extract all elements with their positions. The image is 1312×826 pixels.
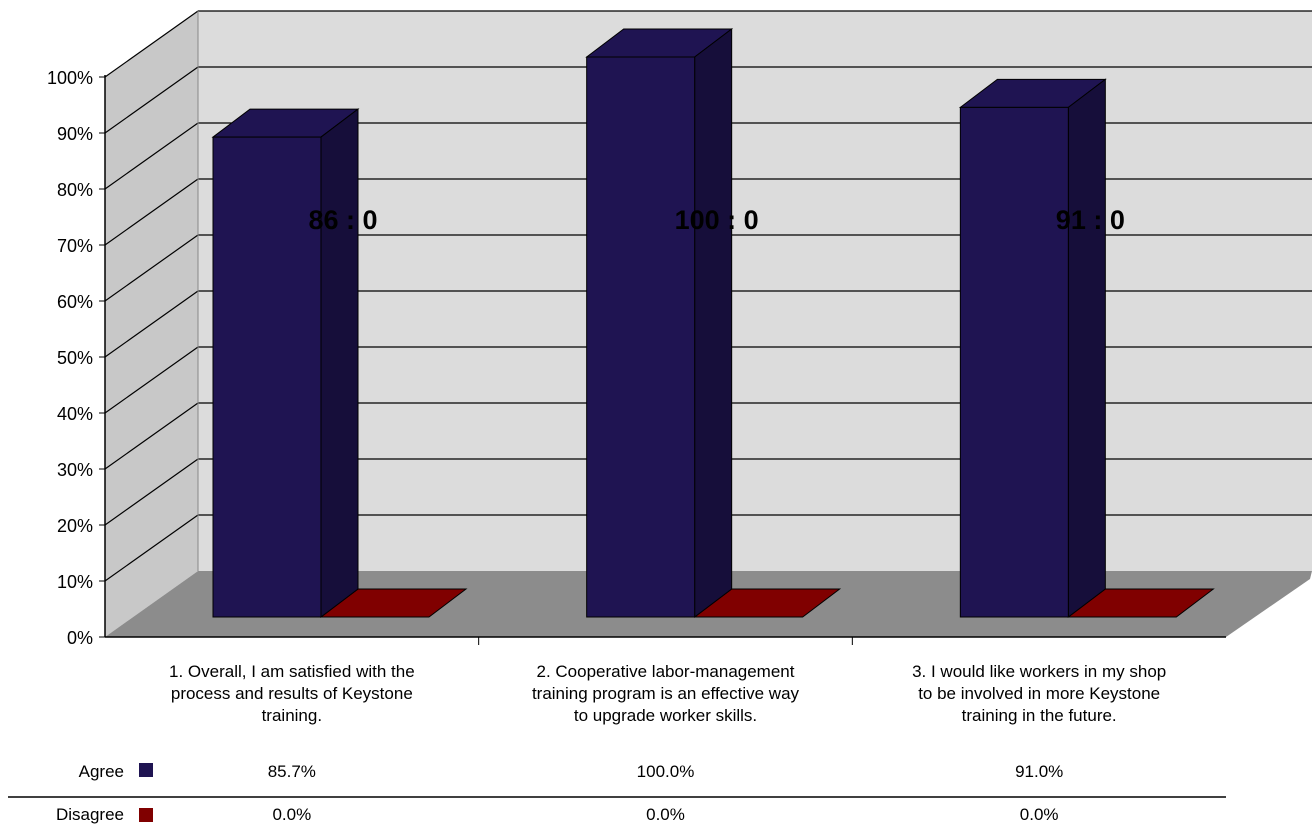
category-label-0-1: process and results of Keystone [171,684,413,703]
y-tick-label: 80% [57,180,93,200]
bar-agree-2 [959,106,1069,618]
table-agree-0: 85.7% [268,762,316,781]
category-label-1-1: training program is an effective way [532,684,800,703]
gridline-side [104,290,199,358]
gridline-side [104,66,199,134]
bar-agree-2-side [1067,78,1106,619]
category-label-1-2: to upgrade worker skills. [574,706,757,725]
gridline-side [104,178,199,246]
gridline-side [104,10,199,78]
category-label-1-0: 2. Cooperative labor-management [537,662,795,681]
bar-agree-1-side [694,27,733,619]
legend-agree-label: Agree [79,762,124,781]
table-disagree-2: 0.0% [1020,805,1059,824]
y-tick-label: 90% [57,124,93,144]
y-tick-label: 40% [57,404,93,424]
table-agree-2: 91.0% [1015,762,1063,781]
annotation-0: 86 : 0 [308,205,377,235]
annotation-2: 91 : 0 [1056,205,1125,235]
table-agree-1: 100.0% [637,762,695,781]
legend-agree-swatch [139,763,153,777]
legend-disagree-swatch [139,808,153,822]
gridline-side [104,458,199,526]
y-tick-label: 30% [57,460,93,480]
gridline-side [104,514,199,582]
gridline-side [104,234,199,302]
y-tick-label: 70% [57,236,93,256]
y-tick-label: 20% [57,516,93,536]
category-label-2-2: training in the future. [962,706,1117,725]
category-label-2-1: to be involved in more Keystone [918,684,1160,703]
y-tick-label: 10% [57,572,93,592]
gridline-side [104,346,199,414]
y-tick-label: 60% [57,292,93,312]
bar-agree-1 [586,56,696,618]
table-disagree-1: 0.0% [646,805,685,824]
bar-agree-0 [212,136,322,618]
y-tick-label: 50% [57,348,93,368]
gridline-side [104,122,199,190]
legend-disagree-label: Disagree [56,805,124,824]
y-tick-label: 0% [67,628,93,648]
y-tick-label: 100% [47,68,93,88]
annotation-1: 100 : 0 [675,205,759,235]
category-label-0-0: 1. Overall, I am satisfied with the [169,662,415,681]
bar-agree-0-side [320,108,359,619]
category-label-2-0: 3. I would like workers in my shop [912,662,1166,681]
category-label-0-2: training. [262,706,322,725]
table-disagree-0: 0.0% [272,805,311,824]
gridline-side [104,402,199,470]
